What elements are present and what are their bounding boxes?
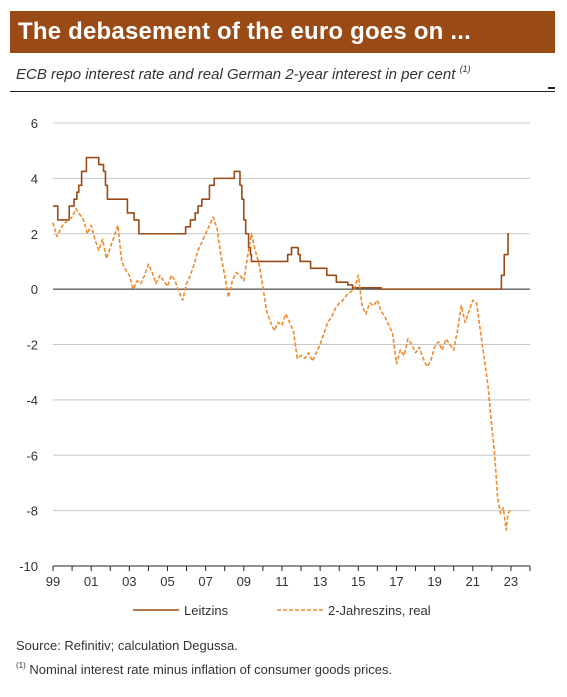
jahreszins-line	[52, 208, 511, 531]
legend-leitzins-label: Leitzins	[184, 603, 229, 618]
y-tick-label: 4	[31, 171, 38, 186]
x-tick-label: 23	[504, 574, 518, 589]
subtitle-footnote-mark: (1)	[459, 64, 471, 74]
x-tick-label: 15	[351, 574, 365, 589]
chart-title: The debasement of the euro goes on ...	[10, 11, 555, 53]
x-tick-label: 99	[46, 574, 60, 589]
y-tick-label: -8	[26, 504, 38, 519]
line-chart: 6 4 2 0 -2 -4 -6 -8 -10 99 01 03 05 07 09 11 13 15 17 19 21 2…	[19, 116, 531, 618]
leitzins-line	[53, 156, 510, 290]
footnote-mark: (1)	[16, 661, 26, 670]
x-tick-label: 21	[466, 574, 480, 589]
x-tick-label: 09	[237, 574, 251, 589]
x-tick-label: 05	[160, 574, 174, 589]
chart-subtitle: ECB repo interest rate and real German 2…	[16, 64, 471, 83]
x-tick-label: 07	[198, 574, 212, 589]
x-tick-label: 13	[313, 574, 327, 589]
x-tick-label: 19	[427, 574, 441, 589]
subtitle-rule-end	[548, 87, 555, 89]
footnote-text: Nominal interest rate minus inflation of…	[29, 662, 393, 677]
x-tick-label: 17	[389, 574, 403, 589]
x-tick-label: 11	[275, 574, 289, 589]
y-tick-label: -4	[26, 393, 38, 408]
y-tick-label: -2	[26, 338, 38, 353]
x-tick-label: 03	[122, 574, 136, 589]
subtitle-text: ECB repo interest rate and real German 2…	[16, 66, 456, 83]
subtitle-rule	[10, 91, 555, 92]
source-note: Source: Refinitiv; calculation Degussa.	[16, 638, 238, 653]
y-tick-label: 0	[31, 282, 38, 297]
legend-jahreszins-label: 2-Jahreszins, real	[328, 603, 431, 618]
y-tick-label: -6	[26, 448, 38, 463]
x-tick-label: 01	[84, 574, 98, 589]
y-tick-label: 2	[31, 227, 38, 242]
footnote: (1) Nominal interest rate minus inflatio…	[16, 661, 392, 677]
y-tick-label: -10	[19, 559, 38, 574]
y-tick-label: 6	[31, 116, 38, 131]
